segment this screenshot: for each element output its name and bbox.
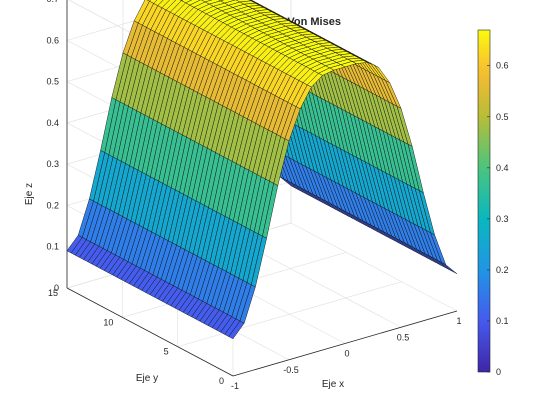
- y-tick-label: 5: [164, 347, 169, 357]
- floor-gridline-y: [177, 281, 402, 348]
- surface-patch: [441, 262, 458, 275]
- y-tick-label: 0: [219, 376, 224, 386]
- colorbar-tick-label: 0.3: [496, 214, 509, 224]
- surface-mesh: [66, 0, 458, 340]
- x-tick-label: -1: [231, 381, 239, 391]
- z-tick-label: 0.7: [46, 0, 59, 4]
- surface-patch: [181, 0, 193, 4]
- x-tick-label: 0: [344, 349, 349, 359]
- y-tick-label: 10: [103, 317, 113, 327]
- z-tick-label: 0: [54, 283, 59, 293]
- x-tick-label: 1: [456, 316, 461, 326]
- y-axis-label: Eje y: [136, 373, 158, 384]
- surface-patch: [149, 0, 158, 4]
- surface-patch: [201, 0, 213, 3]
- colorbar-tick-label: 0.5: [496, 112, 509, 122]
- z-axis-label: Eje z: [24, 183, 35, 205]
- z-tick-label: 0.5: [46, 77, 59, 87]
- y-axis-line: [66, 287, 234, 377]
- z-tick-label: 0.3: [46, 159, 59, 169]
- colorbar-tick-label: 0.6: [496, 61, 509, 71]
- colorbar: [477, 29, 491, 373]
- colorbar-tick-label: 0: [496, 367, 501, 377]
- z-tick-label: 0.4: [46, 118, 59, 128]
- colorbar-tick-label: 0.1: [496, 316, 509, 326]
- x-axis-line: [232, 310, 458, 377]
- surface-patch: [153, 0, 164, 6]
- z-tick-label: 0.2: [46, 200, 59, 210]
- floor-gridline-x: [290, 222, 458, 312]
- y-tick-label: 15: [48, 288, 58, 298]
- z-tick-label: 0.6: [46, 35, 59, 45]
- colorbar-tick-label: 0.4: [496, 163, 509, 173]
- colorbar-ticks: 0 0.1 0.2 0.3 0.4 0.5 0.6: [487, 61, 509, 377]
- x-axis-label: Eje x: [322, 379, 344, 390]
- z-tick-label: 0.1: [46, 242, 59, 252]
- colorbar-tick-label: 0.2: [496, 265, 509, 275]
- x-tick-label: -0.5: [283, 365, 299, 375]
- x-tick-label: 0.5: [397, 332, 410, 342]
- surface-patch: [146, 0, 151, 2]
